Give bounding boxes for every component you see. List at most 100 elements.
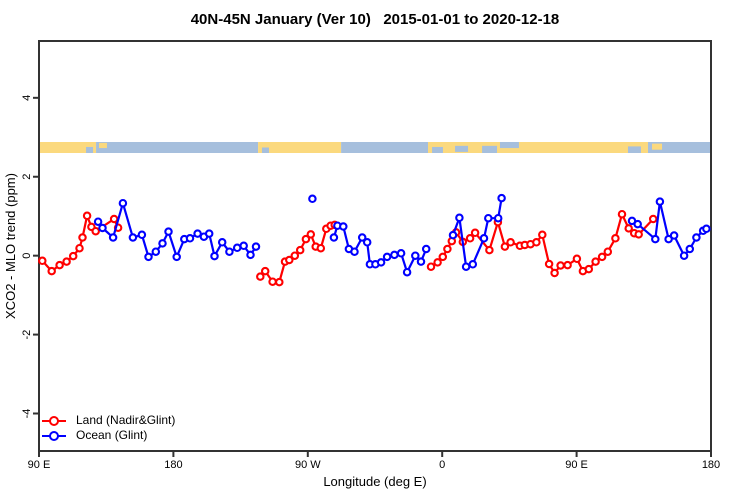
land-data-point: [268, 277, 277, 286]
x-tick-label: 180: [164, 459, 182, 471]
land-data-point: [470, 228, 480, 238]
land-data-point: [301, 234, 311, 244]
land-data-point: [591, 257, 600, 266]
landmask-band-segment: [99, 142, 107, 149]
land-data-point: [82, 211, 92, 221]
land-data-point: [91, 226, 100, 236]
ocean-data-point: [137, 230, 147, 240]
landmask-band-segment: [455, 145, 469, 152]
ocean-data-point: [246, 250, 255, 260]
legend-label-ocean: Ocean (Glint): [76, 428, 148, 442]
ocean-data-point: [151, 247, 161, 256]
y-tick-label: -2: [21, 330, 33, 340]
land-data-point: [78, 233, 87, 242]
land-data-point: [55, 260, 64, 270]
land-data-point: [256, 272, 265, 281]
land-data-point: [443, 244, 452, 254]
ocean-data-point: [158, 239, 167, 248]
land-series-symbol-icon: [42, 415, 66, 426]
x-tick-label: 180: [702, 459, 720, 471]
y-tick-label: 4: [21, 95, 33, 101]
y-tick-label: 0: [21, 253, 33, 259]
ocean-data-point: [664, 234, 673, 244]
land-data-point: [295, 245, 305, 255]
land-data-point: [465, 234, 475, 243]
ocean-data-point: [461, 262, 471, 271]
landmask-band-segment: [432, 146, 443, 153]
legend-label-land: Land (Nadir&Glint): [76, 413, 176, 427]
y-axis-title: XCO2 - MLO trend (ppm): [3, 173, 18, 319]
ocean-data-point: [685, 244, 695, 254]
ocean-data-point: [185, 234, 195, 243]
land-data-point: [500, 242, 510, 251]
ocean-data-point: [382, 252, 392, 262]
ocean-data-point: [128, 233, 138, 242]
land-data-point: [538, 230, 547, 240]
ocean-series-line: [631, 201, 707, 258]
land-data-point: [550, 268, 559, 278]
land-data-point: [433, 258, 442, 267]
ocean-data-point: [217, 238, 227, 247]
land-data-point: [290, 251, 300, 260]
ocean-data-point: [411, 251, 420, 260]
ocean-data-point: [308, 194, 317, 204]
landmask-band-segment: [86, 146, 94, 153]
ocean-data-point: [692, 233, 701, 242]
ocean-data-point: [204, 229, 214, 238]
ocean-data-point: [468, 260, 478, 269]
ocean-data-point: [93, 217, 103, 226]
x-tick-label: 90 E: [565, 459, 588, 471]
ocean-data-point: [210, 251, 219, 261]
land-data-point: [75, 243, 84, 253]
ocean-data-point: [118, 198, 128, 208]
ocean-data-point: [396, 249, 406, 258]
land-data-point: [109, 214, 119, 224]
ocean-data-point: [251, 242, 261, 251]
landmask-band-segment: [647, 142, 711, 153]
land-data-point: [634, 230, 643, 239]
ocean-data-point: [497, 193, 506, 203]
landmask-band-segment: [428, 142, 648, 153]
land-data-point: [648, 214, 658, 224]
y-tick-label: -4: [21, 409, 33, 419]
x-tick-label: 90 W: [295, 459, 321, 471]
landmask-band-segment: [341, 142, 429, 153]
landmask-band-segment: [652, 143, 663, 150]
ocean-data-point: [633, 219, 642, 229]
land-data-point: [611, 234, 620, 243]
land-data-point: [572, 254, 582, 264]
ocean-data-point: [239, 241, 248, 251]
ocean-series-symbol-icon: [42, 430, 66, 441]
chart-title: 40N-45N January (Ver 10) 2015-01-01 to 2…: [190, 11, 560, 28]
land-data-point: [426, 262, 436, 271]
ocean-data-point: [108, 233, 118, 242]
ocean-data-point: [357, 233, 367, 242]
land-data-point: [285, 255, 294, 265]
legend: Land (Nadir&Glint) Ocean (Glint): [42, 413, 175, 443]
ocean-data-point: [98, 223, 107, 233]
land-data-point: [584, 264, 594, 274]
ocean-data-point: [164, 227, 173, 236]
ocean-data-point: [448, 230, 458, 240]
landmask-band-segment: [627, 146, 641, 153]
ocean-data-point: [651, 234, 660, 244]
ocean-data-point: [479, 234, 489, 243]
landmask-band-segment: [482, 145, 498, 153]
land-data-point: [68, 251, 78, 261]
land-data-point: [617, 209, 627, 219]
ocean-data-point: [484, 213, 493, 223]
land-data-point: [275, 277, 284, 287]
ocean-data-point: [702, 224, 711, 234]
land-data-point: [624, 224, 633, 233]
land-data-point: [62, 257, 71, 266]
ocean-data-point: [232, 243, 242, 253]
ocean-data-point: [402, 267, 412, 277]
ocean-data-point: [455, 213, 464, 223]
x-tick-label: 0: [439, 459, 445, 471]
landmask-band-segment: [96, 142, 259, 153]
ocean-data-point: [390, 250, 399, 260]
ocean-data-point: [655, 197, 665, 206]
land-series-line: [430, 211, 655, 275]
